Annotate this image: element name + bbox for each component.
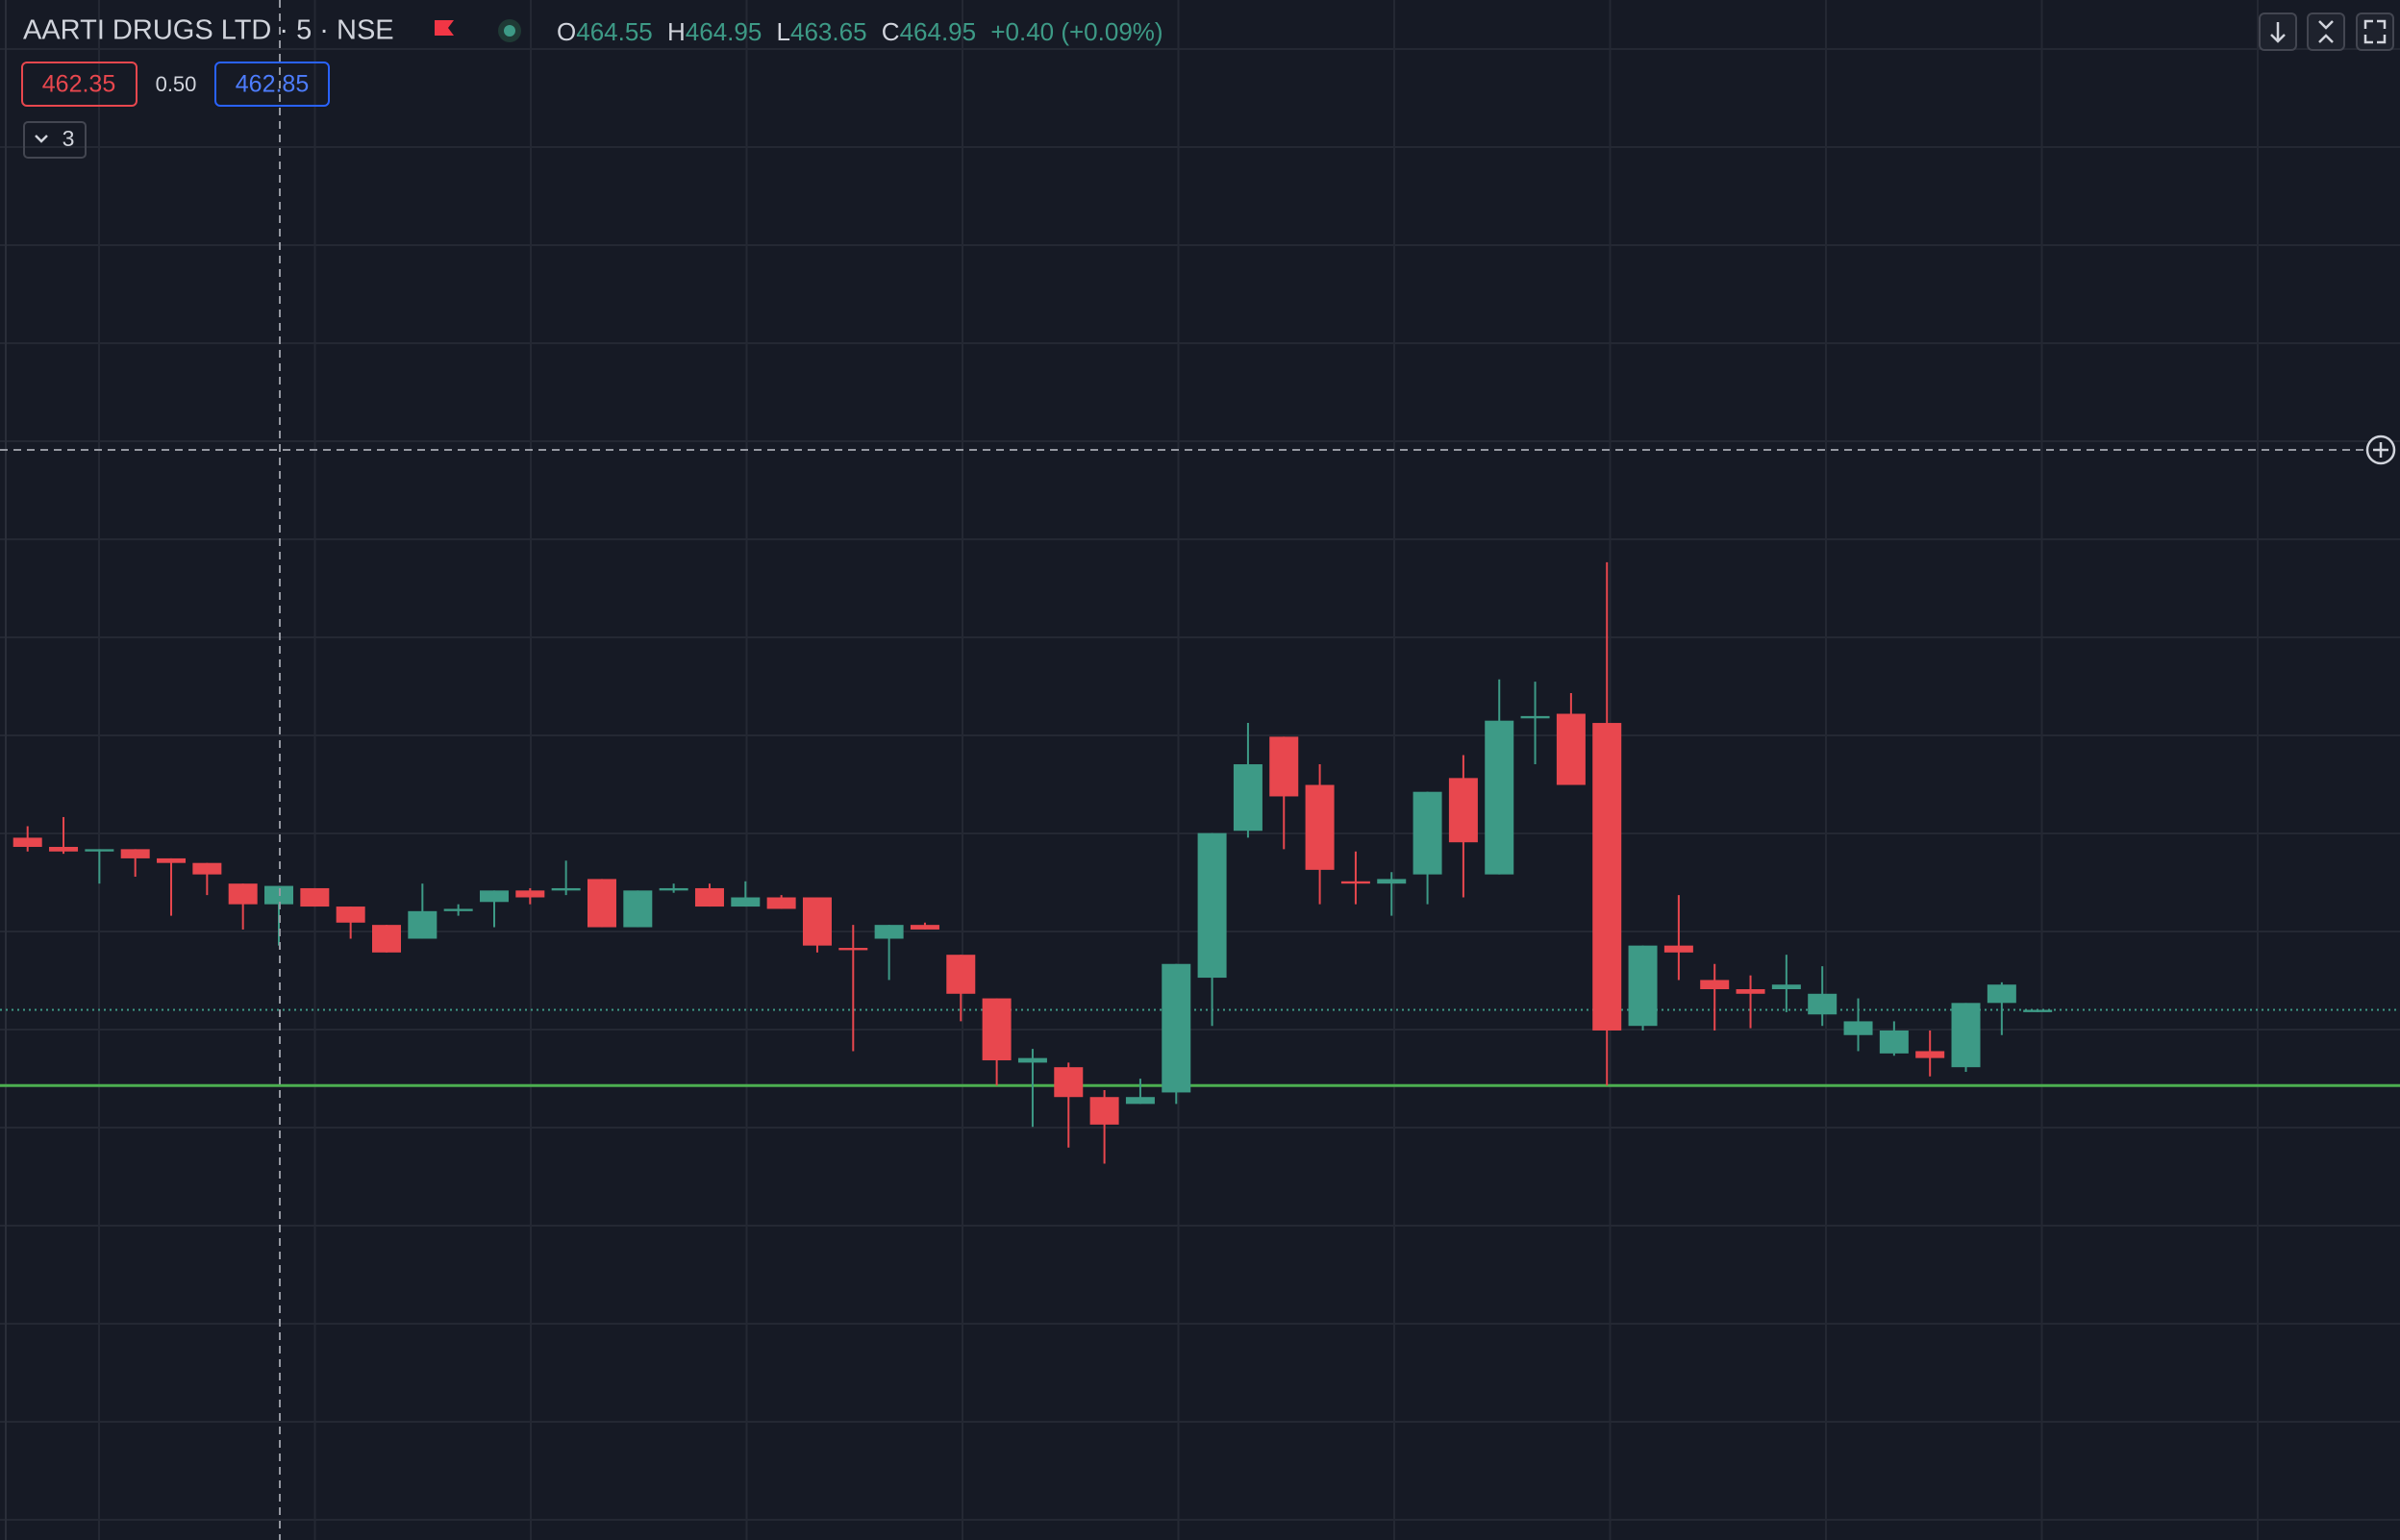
candle-body — [2023, 1009, 2053, 1012]
legend-label: H — [667, 17, 686, 46]
candle-body — [300, 887, 330, 907]
fullscreen-icon — [2363, 19, 2387, 44]
candle-body — [85, 849, 114, 852]
candle-body — [587, 879, 616, 928]
change: +0.40 (+0.09%) — [990, 17, 1162, 46]
candle-body — [1663, 945, 1693, 953]
candle-body — [1233, 764, 1262, 832]
candle-body — [1592, 723, 1622, 1031]
candle-body — [1736, 989, 1765, 994]
candle-body — [1412, 791, 1442, 875]
candle-body — [120, 849, 150, 858]
candle-body — [12, 837, 42, 847]
candle-body — [766, 897, 796, 909]
candle-body — [551, 887, 581, 891]
candle-body — [910, 925, 939, 930]
candle-body — [694, 887, 724, 907]
candle-body — [1054, 1067, 1084, 1098]
collapse-icon — [2318, 20, 2334, 43]
candle-body — [479, 890, 509, 903]
ohlc-legend: O464.55 H464.95 L463.65 C464.95 +0.40 (+… — [557, 17, 1163, 46]
candle-body — [372, 925, 401, 953]
legend-label: O — [557, 17, 576, 46]
indicators-count: 3 — [62, 126, 75, 151]
candle-body — [228, 883, 258, 905]
legend-label: C — [882, 17, 900, 46]
candle-body — [946, 955, 976, 994]
candle-body — [1700, 980, 1730, 990]
candle-body — [623, 890, 653, 928]
candle-body — [1197, 832, 1227, 979]
candle-body — [1879, 1030, 1909, 1054]
spread: 0.50 — [156, 72, 197, 96]
fullscreen-button[interactable] — [2356, 12, 2394, 51]
chevron — [35, 135, 48, 143]
bid-box[interactable] — [21, 62, 138, 107]
legend-value: 463.65 — [790, 17, 867, 46]
candle-body — [1520, 715, 1550, 719]
ask-price[interactable]: 462.85 — [236, 71, 309, 98]
candle-body — [838, 948, 868, 951]
candle-body — [49, 846, 79, 852]
indicators-toggle[interactable] — [23, 121, 87, 159]
status-dot — [504, 25, 515, 37]
legend-value: 464.55 — [576, 17, 653, 46]
candle-body — [1808, 993, 1838, 1015]
add-button[interactable] — [2365, 435, 2396, 465]
candle-body — [1125, 1097, 1155, 1105]
flag-icon[interactable] — [435, 20, 454, 36]
candle-body — [515, 890, 545, 898]
candle-body — [1448, 778, 1478, 843]
window-buttons — [2259, 12, 2394, 51]
candle-body — [659, 887, 688, 891]
candle-body — [1162, 963, 1191, 1093]
candle-body — [731, 897, 761, 907]
symbol-title[interactable]: AARTI DRUGS LTD · 5 · NSE — [23, 15, 394, 46]
candle-body — [1556, 713, 1586, 785]
candle-body — [1915, 1051, 1945, 1058]
candle-body — [1628, 945, 1658, 1027]
candle-body — [1305, 784, 1335, 870]
legend-value: 464.95 — [686, 17, 762, 46]
candle-body — [336, 907, 365, 923]
candle-body — [157, 857, 187, 863]
legend-label: L — [777, 17, 790, 46]
candle-body — [1269, 736, 1299, 797]
candle-body — [1771, 984, 1801, 990]
candle-body — [802, 897, 832, 946]
candle-body — [1017, 1057, 1047, 1063]
candle-body — [1951, 1003, 1981, 1068]
collapse-button[interactable] — [2307, 12, 2345, 51]
bid-price[interactable]: 462.35 — [42, 71, 115, 98]
candle-body — [1377, 879, 1407, 884]
candle-body — [408, 910, 438, 939]
candle-body — [874, 925, 904, 939]
candle-body — [1089, 1097, 1119, 1125]
ask-box[interactable] — [214, 62, 330, 107]
legend-value: 464.95 — [900, 17, 977, 46]
candle-body — [443, 908, 473, 911]
candle-body — [1340, 881, 1370, 884]
candle-body — [1485, 720, 1514, 875]
candle-body — [982, 998, 1012, 1061]
plot — [0, 561, 2400, 1164]
candle-body — [1843, 1021, 1873, 1035]
candle-body — [1987, 984, 2016, 1004]
candle-body — [192, 862, 222, 875]
down-arrow-icon — [2270, 22, 2286, 43]
